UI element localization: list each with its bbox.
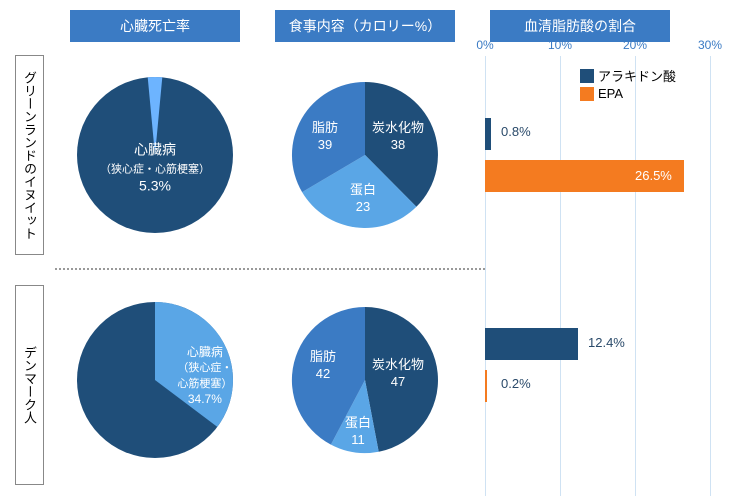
axis-tick-2: 20% — [623, 38, 647, 52]
diet-inuit-fat-label: 脂肪 — [312, 120, 338, 135]
pie-diet-danish: 炭水化物 47 蛋白 11 脂肪 42 — [290, 305, 440, 455]
mortality-danish-l3: 心筋梗塞） — [177, 378, 232, 390]
bar-chart-area: 0% 10% 20% 30% アラキドン酸 EPA 0.8% 26.5% 12.… — [485, 38, 735, 488]
bar-danish-epa — [485, 370, 487, 402]
diet-danish-prot-val: 11 — [351, 432, 365, 447]
pie-mortality-danish: 心臓病 （狭心症・ 心筋梗塞） 34.7% — [75, 300, 235, 460]
diet-danish-carb-val: 47 — [391, 374, 405, 389]
pie-mortality-inuit: 心臓病 （狭心症・心筋梗塞） 5.3% — [75, 75, 235, 235]
mortality-inuit-l2: （狭心症・心筋梗塞） — [100, 164, 210, 176]
bar-inuit-epa-label: 26.5% — [635, 168, 672, 183]
diet-inuit-prot-label: 蛋白 — [350, 182, 376, 197]
gridline — [710, 56, 711, 496]
diet-inuit-fat-val: 39 — [318, 137, 332, 152]
gridline — [560, 56, 561, 496]
diet-danish-carb-label: 炭水化物 — [372, 357, 424, 372]
mortality-inuit-pct: 5.3% — [139, 178, 171, 194]
chart-container: 心臓死亡率 食事内容（カロリー%） 血清脂肪酸の割合 グリーンランドのイヌイット… — [0, 0, 750, 500]
row-label-danish: デンマーク人 — [15, 285, 44, 485]
legend-epa: EPA — [580, 86, 623, 101]
diet-inuit-carb-label: 炭水化物 — [372, 120, 424, 135]
legend-epa-label: EPA — [598, 86, 623, 101]
gridline — [635, 56, 636, 496]
legend-aa-label: アラキドン酸 — [598, 66, 676, 85]
bar-inuit-aa-label: 0.8% — [501, 124, 531, 139]
legend-swatch-epa — [580, 87, 594, 101]
legend-swatch-aa — [580, 69, 594, 83]
mortality-inuit-l1: 心臓病 — [134, 141, 176, 157]
axis-tick-1: 10% — [548, 38, 572, 52]
diet-danish-fat-label: 脂肪 — [310, 349, 336, 364]
diet-inuit-prot-val: 23 — [356, 199, 370, 214]
mortality-danish-pct: 34.7% — [188, 392, 222, 406]
diet-danish-fat-val: 42 — [316, 366, 330, 381]
mortality-danish-l2: （狭心症・ — [177, 362, 232, 374]
axis-tick-0: 0% — [476, 38, 493, 52]
legend-aa: アラキドン酸 — [580, 66, 676, 85]
axis-tick-3: 30% — [698, 38, 722, 52]
col-header-mortality: 心臓死亡率 — [70, 10, 240, 42]
bar-danish-epa-label: 0.2% — [501, 376, 531, 391]
mortality-danish-l1: 心臓病 — [187, 345, 223, 359]
diet-inuit-carb-val: 38 — [391, 137, 405, 152]
diet-danish-prot-label: 蛋白 — [345, 415, 371, 430]
bar-inuit-aa — [485, 118, 491, 150]
bar-danish-aa-label: 12.4% — [588, 335, 625, 350]
pie-diet-inuit: 炭水化物 38 蛋白 23 脂肪 39 — [290, 80, 440, 230]
bar-danish-aa — [485, 328, 578, 360]
row-label-inuit: グリーンランドのイヌイット — [15, 55, 44, 255]
row-divider — [55, 268, 485, 270]
col-header-diet: 食事内容（カロリー%） — [275, 10, 455, 42]
